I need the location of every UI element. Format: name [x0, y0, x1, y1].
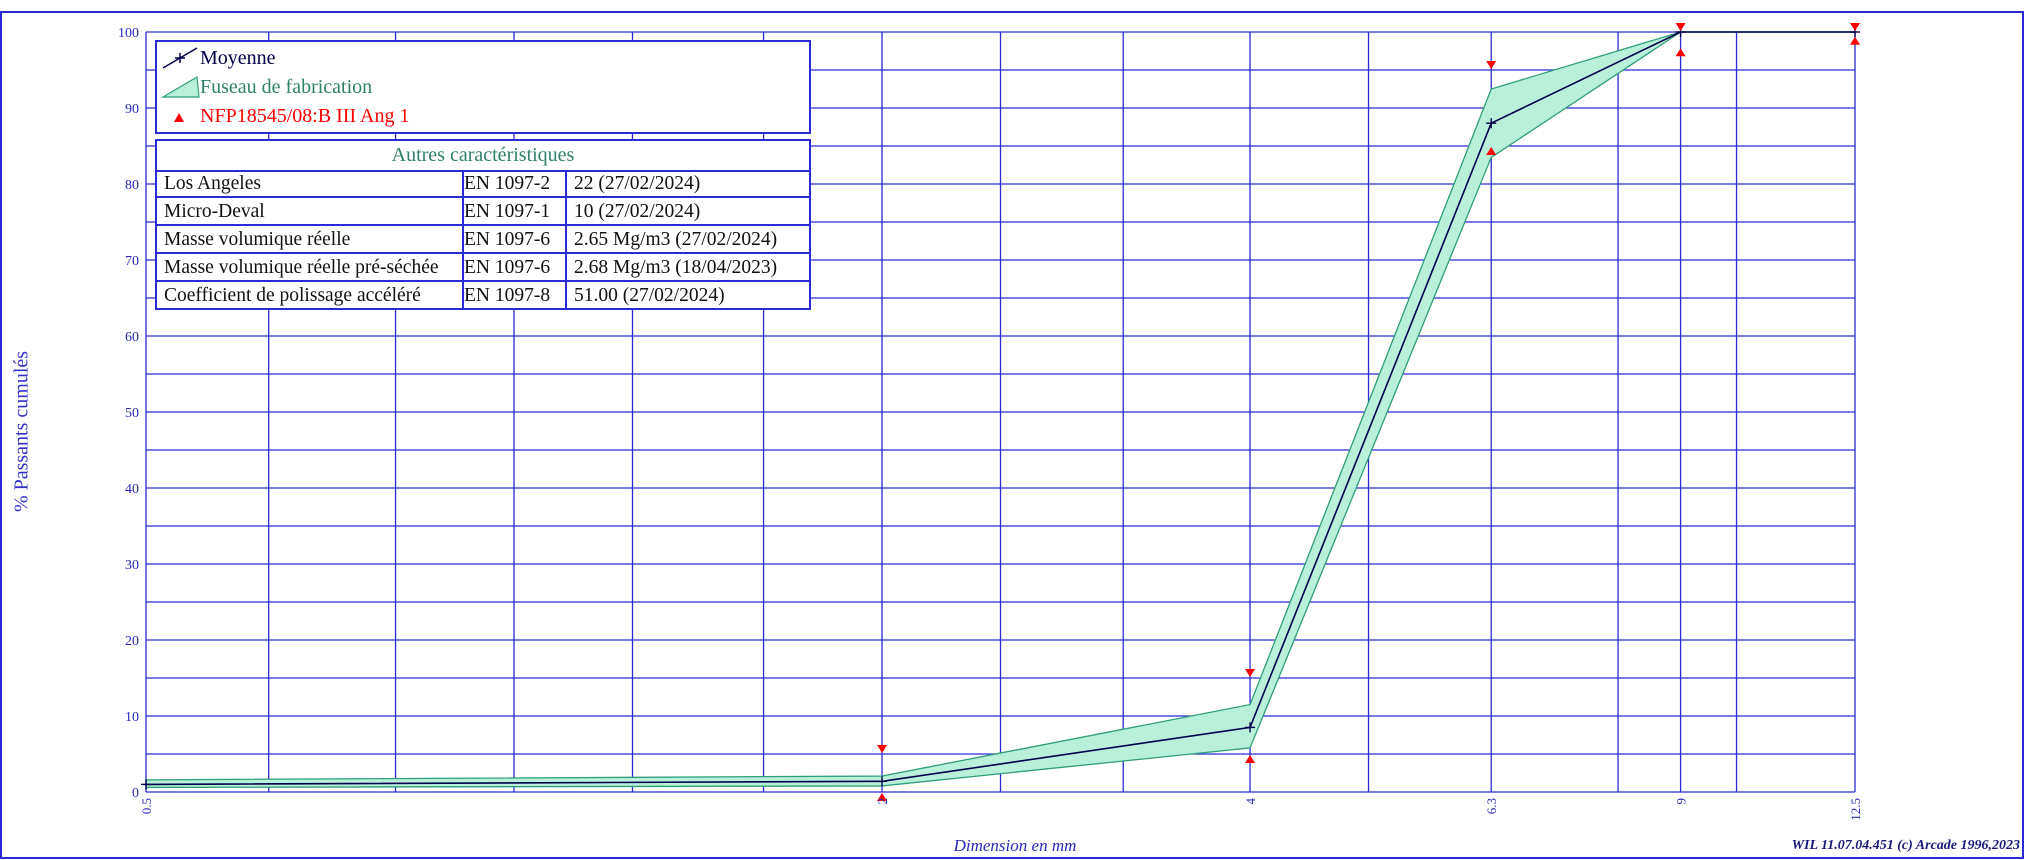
spec-upper-triangle	[1245, 669, 1256, 677]
table-row: Coefficient de polissage accéléré EN 109…	[157, 282, 809, 310]
characteristic-value: 2.65 Mg/m3 (27/02/2024)	[574, 229, 778, 250]
spec-lower-triangle	[1850, 36, 1860, 45]
y-tick-label: 90	[125, 102, 139, 117]
characteristic-name: Micro-Deval	[164, 201, 265, 222]
y-tick-label: 60	[125, 330, 139, 345]
software-footer: WIL 11.07.04.451 (c) Arcade 1996,2023	[1791, 838, 2020, 853]
y-tick-label: 0	[132, 786, 139, 801]
characteristic-name: Los Angeles	[164, 173, 261, 194]
x-tick-label: 0.5	[139, 798, 154, 814]
spec-upper-triangle	[1486, 61, 1497, 69]
x-tick-label: 4	[1243, 798, 1258, 805]
x-tick-label: 2	[875, 798, 890, 805]
outer-border	[0, 11, 2024, 859]
spec-upper-triangle	[1850, 23, 1860, 31]
y-tick-label: 30	[125, 558, 139, 573]
legend-spec-triangle-icon	[174, 113, 184, 122]
mean-point-marker	[1245, 722, 1256, 733]
spec-upper-triangle	[1675, 23, 1686, 31]
spec-lower-triangle	[1245, 755, 1256, 763]
characteristic-value: 22 (27/02/2024)	[574, 173, 701, 194]
characteristic-norm: EN 1097-6	[464, 229, 551, 250]
y-axis-label: % Passants cumulés	[10, 350, 33, 513]
legend-mean-line-icon	[162, 47, 198, 69]
x-tick-label: 12.5	[1848, 798, 1863, 821]
characteristic-norm: EN 1097-1	[464, 201, 551, 222]
spec-lower-triangle	[1486, 147, 1497, 155]
spec-upper-triangle	[877, 745, 888, 753]
table-row: Micro-Deval EN 1097-1 10 (27/02/2024)	[157, 198, 809, 226]
legend-item-fuseau: Fuseau de fabrication	[157, 73, 809, 101]
mean-point-marker	[877, 776, 888, 787]
spec-lower-triangle	[877, 793, 888, 801]
y-tick-label: 10	[125, 710, 139, 725]
characteristic-name: Coefficient de polissage accéléré	[164, 285, 421, 306]
mean-point-marker	[141, 779, 151, 790]
table-row: Los Angeles EN 1097-2 22 (27/02/2024)	[157, 170, 809, 198]
characteristic-value: 10 (27/02/2024)	[574, 201, 701, 222]
characteristic-value: 2.68 Mg/m3 (18/04/2023)	[574, 257, 778, 278]
spec-lower-triangle	[1675, 48, 1686, 57]
y-tick-label: 20	[125, 634, 139, 649]
characteristic-value: 51.00 (27/02/2024)	[574, 285, 725, 306]
table-row: Masse volumique réelle pré-séchée EN 109…	[157, 254, 809, 282]
y-tick-label: 50	[125, 406, 139, 421]
y-tick-label: 40	[125, 482, 139, 497]
legend-item-spec: NFP18545/08:B III Ang 1	[157, 102, 809, 130]
legend-label-spec: NFP18545/08:B III Ang 1	[200, 105, 410, 127]
chart-legend: Moyenne Fuseau de fabrication NFP18545/0…	[155, 40, 811, 134]
x-tick-label: 9	[1674, 798, 1689, 805]
y-tick-label: 100	[118, 26, 139, 41]
legend-band-icon	[161, 76, 200, 98]
y-tick-label: 70	[125, 254, 139, 269]
table-title: Autres caractéristiques	[157, 141, 809, 172]
legend-label-moyenne: Moyenne	[200, 47, 276, 69]
y-tick-label: 80	[125, 178, 139, 193]
characteristic-name: Masse volumique réelle	[164, 229, 351, 250]
legend-item-moyenne: Moyenne	[157, 44, 809, 72]
mean-curve-line	[145, 31, 1855, 786]
x-axis-label: Dimension en mm	[953, 836, 1077, 855]
characteristic-norm: EN 1097-6	[464, 257, 551, 278]
x-tick-label: 6.3	[1484, 798, 1499, 814]
mean-point-marker	[1486, 118, 1497, 129]
table-row: Masse volumique réelle EN 1097-6 2.65 Mg…	[157, 226, 809, 254]
characteristic-norm: EN 1097-8	[464, 285, 551, 306]
table-column-divider	[565, 170, 567, 310]
legend-label-fuseau: Fuseau de fabrication	[200, 76, 373, 98]
other-characteristics-table: Autres caractéristiques Los Angeles EN 1…	[155, 139, 811, 310]
table-column-divider	[462, 170, 464, 310]
characteristic-norm: EN 1097-2	[464, 173, 551, 194]
y-axis-label-box: % Passants cumulés	[2, 300, 33, 560]
characteristic-name: Masse volumique réelle pré-séchée	[164, 257, 439, 278]
